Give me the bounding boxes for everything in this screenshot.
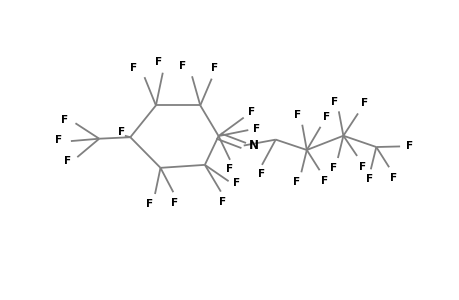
Text: F: F — [389, 173, 396, 183]
Text: F: F — [170, 198, 177, 208]
Text: F: F — [248, 107, 255, 117]
Text: F: F — [292, 177, 300, 187]
Text: F: F — [64, 156, 71, 166]
Text: F: F — [211, 63, 218, 73]
Text: F: F — [358, 162, 366, 172]
Text: F: F — [226, 164, 233, 174]
Text: F: F — [321, 176, 328, 186]
Text: F: F — [293, 110, 301, 120]
Text: F: F — [154, 57, 162, 67]
Text: N: N — [249, 139, 258, 152]
Text: F: F — [360, 98, 367, 108]
Text: F: F — [130, 63, 137, 73]
Text: F: F — [233, 178, 240, 188]
Text: F: F — [330, 97, 337, 106]
Text: F: F — [322, 112, 329, 122]
Text: F: F — [329, 163, 336, 173]
Text: F: F — [179, 61, 186, 71]
Text: F: F — [405, 141, 412, 152]
Text: F: F — [118, 127, 124, 137]
Text: F: F — [61, 115, 68, 125]
Text: F: F — [365, 174, 372, 184]
Text: F: F — [257, 169, 264, 179]
Text: F: F — [55, 135, 62, 145]
Text: F: F — [252, 124, 259, 134]
Text: F: F — [145, 199, 152, 209]
Text: F: F — [218, 197, 225, 207]
